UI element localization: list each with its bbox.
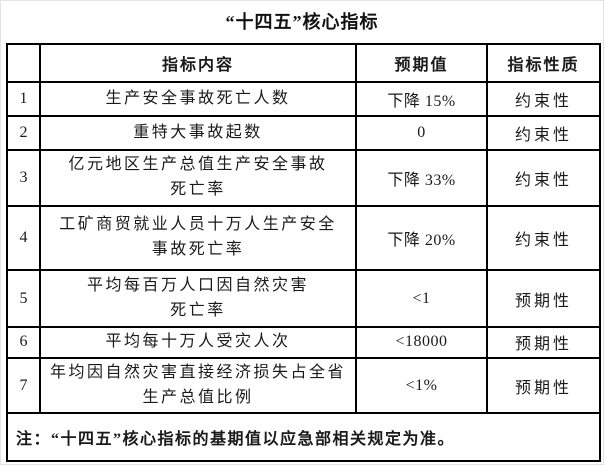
row-content: 亿元地区生产总值生产安全事故 死亡率: [39, 149, 357, 207]
col-header-index: [6, 43, 41, 83]
row-nature: 约束性: [486, 81, 601, 117]
col-header-content: 指标内容: [39, 43, 357, 83]
col-header-value: 预期值: [355, 43, 488, 83]
note-row: 注：“十四五”核心指标的基期值以应急部相关规定为准。: [6, 412, 601, 463]
table-row: 5 平均每百万人口因自然灾害 死亡率 <1 预期性: [6, 269, 601, 328]
row-content: 生产安全事故死亡人数: [39, 81, 357, 117]
row-nature: 约束性: [486, 205, 601, 271]
row-value: 下降 15%: [355, 81, 488, 117]
table-row: 4 工矿商贸就业人员十万人生产安全 事故死亡率 下降 20% 约束性: [6, 205, 601, 271]
header-row: 指标内容 预期值 指标性质: [6, 43, 601, 83]
row-value: <1: [355, 269, 488, 328]
row-index: 4: [6, 205, 41, 271]
table-row: 1 生产安全事故死亡人数 下降 15% 约束性: [6, 81, 601, 117]
row-content: 平均每十万人受灾人次: [39, 326, 357, 359]
row-value: 下降 20%: [355, 205, 488, 271]
indicators-table: 指标内容 预期值 指标性质 1 生产安全事故死亡人数 下降 15% 约束性 2 …: [6, 43, 601, 463]
table-note: 注：“十四五”核心指标的基期值以应急部相关规定为准。: [6, 412, 601, 463]
row-content: 平均每百万人口因自然灾害 死亡率: [39, 269, 357, 328]
row-nature: 约束性: [486, 115, 601, 151]
row-index: 6: [6, 326, 41, 359]
row-value: <1%: [355, 356, 488, 415]
row-nature: 预期性: [486, 326, 601, 359]
page-title: “十四五”核心指标: [225, 12, 379, 32]
table-row: 3 亿元地区生产总值生产安全事故 死亡率 下降 33% 约束性: [6, 149, 601, 207]
row-index: 2: [6, 115, 41, 151]
table-row: 6 平均每十万人受灾人次 <18000 预期性: [6, 326, 601, 359]
row-content: 年均因自然灾害直接经济损失占全省 生产总值比例: [39, 356, 357, 415]
row-content: 重特大事故起数: [39, 115, 357, 151]
row-index: 7: [6, 356, 41, 415]
col-header-nature: 指标性质: [486, 43, 601, 83]
row-index: 1: [6, 81, 41, 117]
row-value: <18000: [355, 326, 488, 359]
row-nature: 预期性: [486, 269, 601, 328]
row-nature: 预期性: [486, 356, 601, 415]
row-index: 3: [6, 149, 41, 207]
row-nature: 约束性: [486, 149, 601, 207]
table-row: 2 重特大事故起数 0 约束性: [6, 115, 601, 151]
row-value: 0: [355, 115, 488, 151]
row-value: 下降 33%: [355, 149, 488, 207]
row-content: 工矿商贸就业人员十万人生产安全 事故死亡率: [39, 205, 357, 271]
table-row: 7 年均因自然灾害直接经济损失占全省 生产总值比例 <1% 预期性: [6, 356, 601, 415]
row-index: 5: [6, 269, 41, 328]
